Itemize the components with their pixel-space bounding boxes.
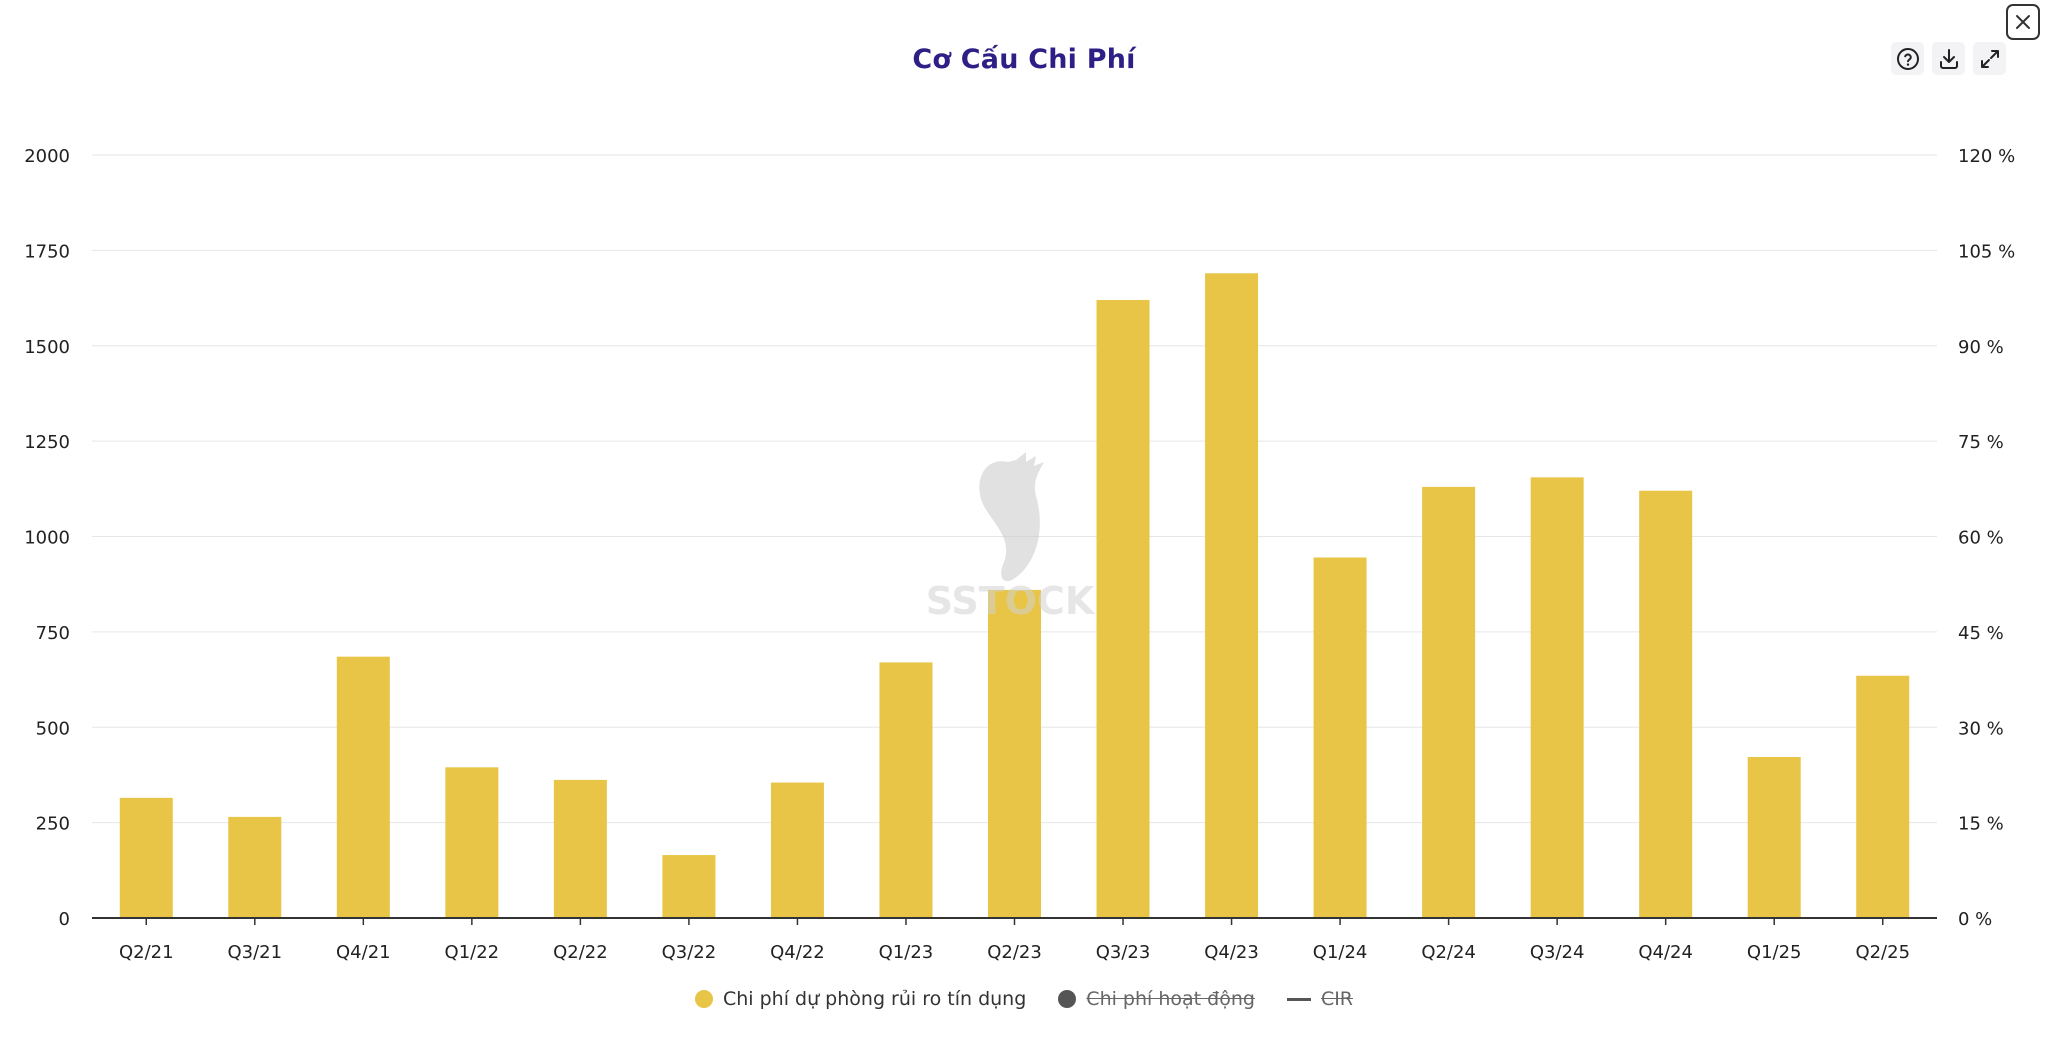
legend-item[interactable]: CIR	[1286, 988, 1354, 1010]
x-tick-label: Q1/23	[879, 942, 934, 963]
x-tick-label: Q3/21	[227, 942, 282, 963]
bar[interactable]	[1096, 299, 1150, 919]
x-tick-label: Q1/25	[1747, 942, 1802, 963]
legend-dot-marker	[694, 990, 713, 1008]
chart-toolbar	[1891, 42, 2006, 75]
x-tick-label: Q1/22	[445, 942, 500, 963]
bar-chart: 0 0 % 250 15 % 500 30 % 750 45 % 1000 60 % 1250 75 …	[24, 146, 2015, 963]
y2-tick-label: 45 %	[1958, 623, 2004, 644]
bar[interactable]	[1205, 273, 1259, 918]
x-tick-label: Q1/24	[1313, 942, 1368, 963]
x-tick-label: Q4/23	[1204, 942, 1259, 963]
y2-tick-label: 120 %	[1958, 146, 2015, 167]
close-button[interactable]	[2006, 4, 2040, 40]
bar[interactable]	[119, 797, 173, 918]
y2-tick-label: 0 %	[1958, 909, 1992, 930]
chart-title: Cơ Cấu Chi Phí	[912, 44, 1136, 75]
close-icon	[2016, 15, 2030, 29]
bar[interactable]	[662, 855, 716, 918]
x-tick-label: Q4/24	[1638, 942, 1693, 963]
y-tick-label: 0	[59, 909, 70, 930]
x-tick-label: Q2/22	[553, 942, 608, 963]
bar[interactable]	[1530, 477, 1584, 918]
x-tick-label: Q4/21	[336, 942, 391, 963]
help-circle-icon	[1896, 47, 1919, 70]
x-tick-label: Q2/24	[1421, 942, 1476, 963]
bar[interactable]	[1747, 757, 1801, 918]
x-tick-label: Q3/23	[1096, 942, 1151, 963]
y-tick-label: 750	[36, 623, 70, 644]
y2-tick-label: 15 %	[1958, 814, 2004, 835]
bar[interactable]	[553, 779, 607, 918]
help-button[interactable]	[1891, 42, 1924, 75]
y2-tick-label: 90 %	[1958, 337, 2004, 358]
expand-icon	[1980, 49, 1999, 68]
chart-legend: Chi phí dự phòng rủi ro tín dụng Chi phí …	[0, 988, 2048, 1010]
download-icon	[1939, 48, 1958, 69]
y2-tick-label: 30 %	[1958, 718, 2004, 739]
expand-button[interactable]	[1973, 42, 2006, 75]
sstock-watermark: SSTOCK	[926, 452, 1096, 623]
y-tick-label: 500	[36, 718, 70, 739]
watermark-text: SSTOCK	[926, 579, 1096, 623]
bar[interactable]	[879, 662, 933, 918]
bar[interactable]	[1856, 675, 1910, 918]
legend-dot-marker	[1058, 990, 1077, 1008]
bar[interactable]	[1639, 490, 1693, 918]
legend-label: Chi phí hoạt động	[1086, 988, 1255, 1010]
bar[interactable]	[988, 589, 1041, 918]
x-tick-label: Q3/24	[1530, 942, 1585, 963]
y-tick-label: 1250	[24, 432, 70, 453]
x-tick-label: Q2/25	[1855, 942, 1910, 963]
y-tick-label: 250	[36, 814, 70, 835]
x-tick-label: Q4/22	[770, 942, 825, 963]
bar[interactable]	[228, 816, 282, 918]
y-tick-label: 1500	[24, 337, 70, 358]
y2-tick-label: 75 %	[1958, 432, 2004, 453]
bar[interactable]	[1313, 557, 1367, 918]
legend-label: CIR	[1320, 988, 1354, 1010]
bar[interactable]	[770, 782, 824, 918]
download-button[interactable]	[1932, 42, 1965, 75]
legend-item[interactable]: Chi phí dự phòng rủi ro tín dụng	[694, 988, 1027, 1010]
legend-line-marker	[1286, 997, 1311, 1001]
y2-tick-label: 105 %	[1958, 241, 2015, 262]
y2-tick-label: 60 %	[1958, 528, 2004, 549]
x-tick-label: Q2/23	[987, 942, 1042, 963]
bar[interactable]	[1422, 486, 1476, 918]
y-tick-label: 1000	[24, 528, 70, 549]
legend-item[interactable]: Chi phí hoạt động	[1058, 988, 1255, 1010]
y-tick-label: 2000	[24, 146, 70, 167]
bar[interactable]	[336, 656, 390, 918]
x-tick-label: Q3/22	[662, 942, 717, 963]
legend-label: Chi phí dự phòng rủi ro tín dụng	[722, 988, 1027, 1010]
x-tick-label: Q2/21	[119, 942, 174, 963]
bar[interactable]	[445, 767, 499, 918]
y-tick-label: 1750	[24, 241, 70, 262]
